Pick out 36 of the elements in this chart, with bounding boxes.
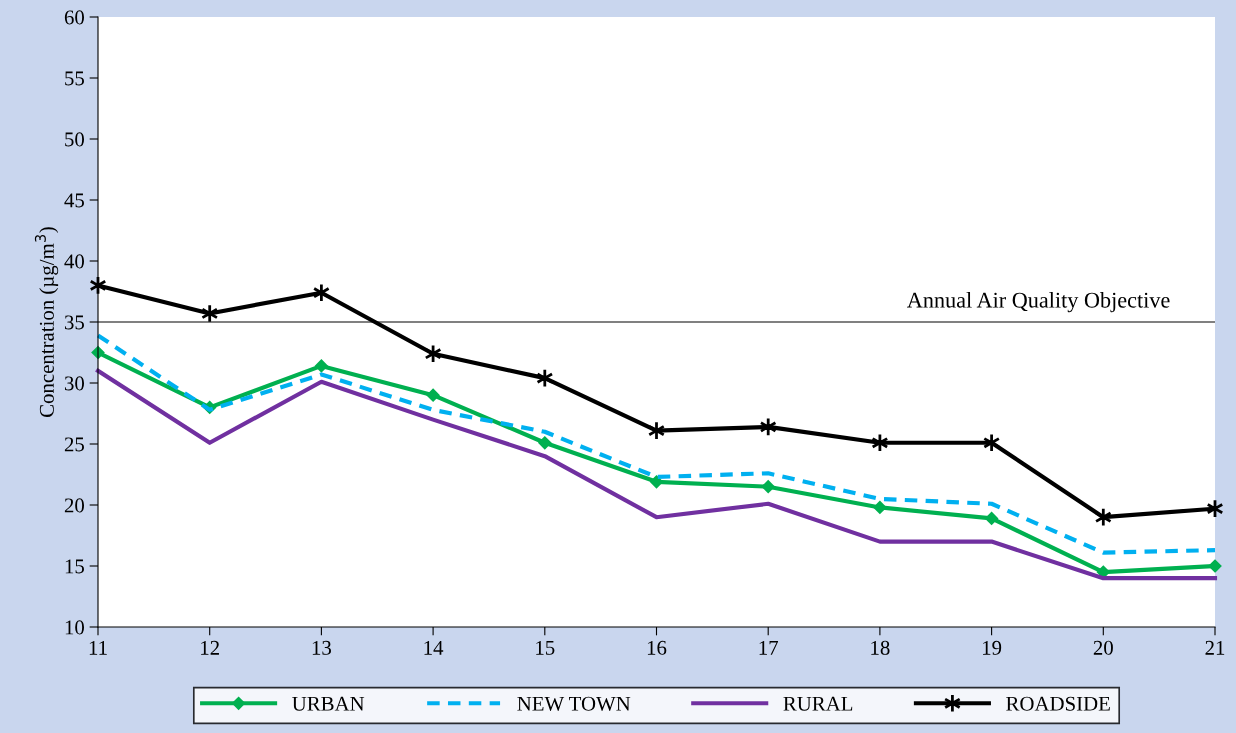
y-tick-label: 45 [64,193,84,208]
point [761,480,775,493]
x-tick-label: 21 [1205,640,1225,655]
x-tick-label: 13 [312,640,331,655]
x-tick-label: 16 [647,640,667,655]
legend-label: NEW TOWN [517,696,631,711]
x-tick-label: 12 [201,640,219,655]
y-axis-title: Concentration (µg/m$^{3}$) [34,227,59,417]
point [985,512,998,525]
point [650,475,663,489]
point [538,436,552,450]
x-tick-label: 17 [759,640,779,655]
y-tick-label: 20 [64,498,85,513]
ref-line-label: Annual Air Quality Objective [907,292,1170,313]
x-tick-label: 19 [983,640,1002,655]
y-tick-label: 15 [65,559,84,574]
point [426,388,440,402]
x-tick-label: 20 [1093,640,1113,655]
y-tick-label: 55 [65,71,84,86]
legend-label: ROADSIDE [1006,696,1110,711]
legend-label: URBAN [292,696,365,711]
x-tick-label: 18 [871,640,890,655]
point [1208,559,1222,573]
point [873,501,887,514]
y-tick-label: 60 [64,10,85,25]
y-tick-label: 25 [64,437,84,452]
legend-label: RURAL [783,696,853,711]
x-tick-label: 14 [424,640,444,655]
y-tick-label: 40 [64,254,85,269]
y-tick-label: 35 [64,315,84,330]
x-tick-label: 11 [89,640,107,655]
y-tick-label: 30 [64,376,85,391]
y-tick-label: 50 [65,132,85,147]
y-tick-label: 10 [65,620,85,635]
point [315,359,328,373]
x-tick-label: 15 [536,640,555,655]
